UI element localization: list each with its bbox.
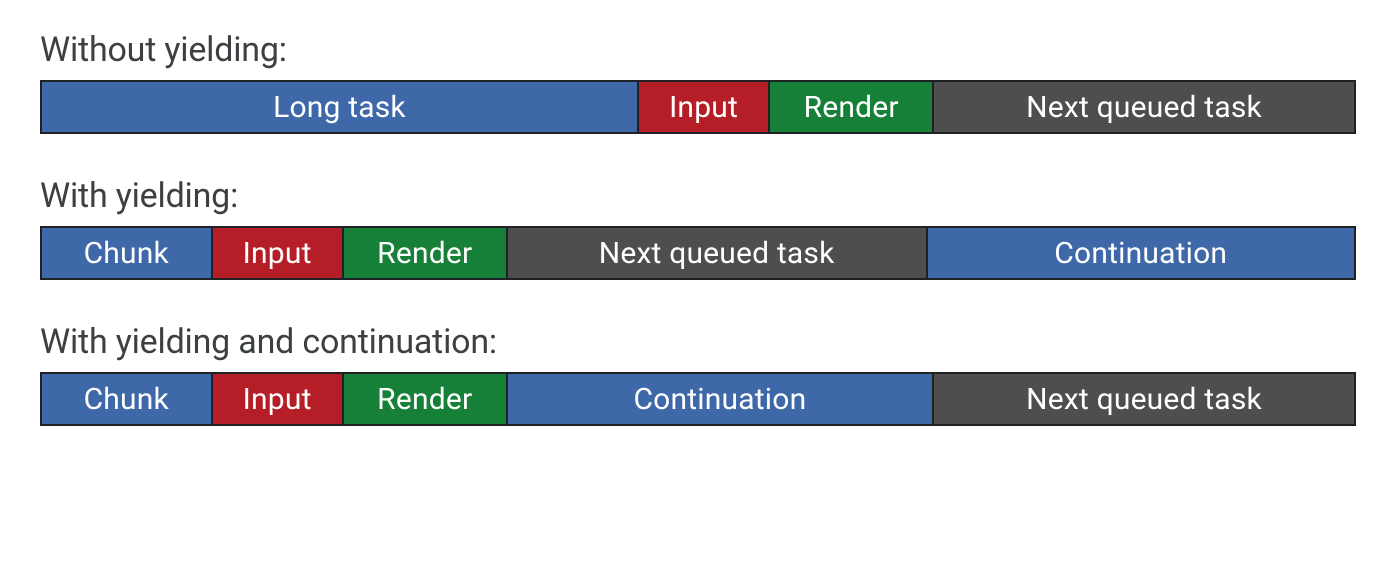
diagram-row: With yielding: ChunkInputRenderNext queue…	[40, 176, 1356, 280]
task-bar: Long taskInputRenderNext queued task	[40, 80, 1356, 134]
task-bar: ChunkInputRenderContinuationNext queued …	[40, 372, 1356, 426]
row-title: With yielding:	[40, 176, 1356, 216]
task-segment: Input	[639, 82, 770, 132]
task-segment: Continuation	[928, 228, 1354, 278]
task-segment: Chunk	[42, 374, 213, 424]
diagram-row: Without yielding: Long taskInputRenderNex…	[40, 30, 1356, 134]
task-segment: Chunk	[42, 228, 213, 278]
task-segment: Render	[344, 374, 508, 424]
task-segment: Render	[770, 82, 934, 132]
row-title: With yielding and continuation:	[40, 322, 1356, 362]
row-title: Without yielding:	[40, 30, 1356, 70]
yielding-diagram: Without yielding:Long taskInputRenderNex…	[40, 30, 1356, 426]
task-segment: Input	[213, 374, 344, 424]
task-segment: Next queued task	[508, 228, 928, 278]
task-segment: Long task	[42, 82, 639, 132]
task-segment: Render	[344, 228, 508, 278]
task-segment: Next queued task	[934, 374, 1354, 424]
task-segment: Continuation	[508, 374, 934, 424]
task-segment: Next queued task	[934, 82, 1354, 132]
diagram-row: With yielding and continuation: ChunkInpu…	[40, 322, 1356, 426]
task-segment: Input	[213, 228, 344, 278]
task-bar: ChunkInputRenderNext queued taskContinua…	[40, 226, 1356, 280]
